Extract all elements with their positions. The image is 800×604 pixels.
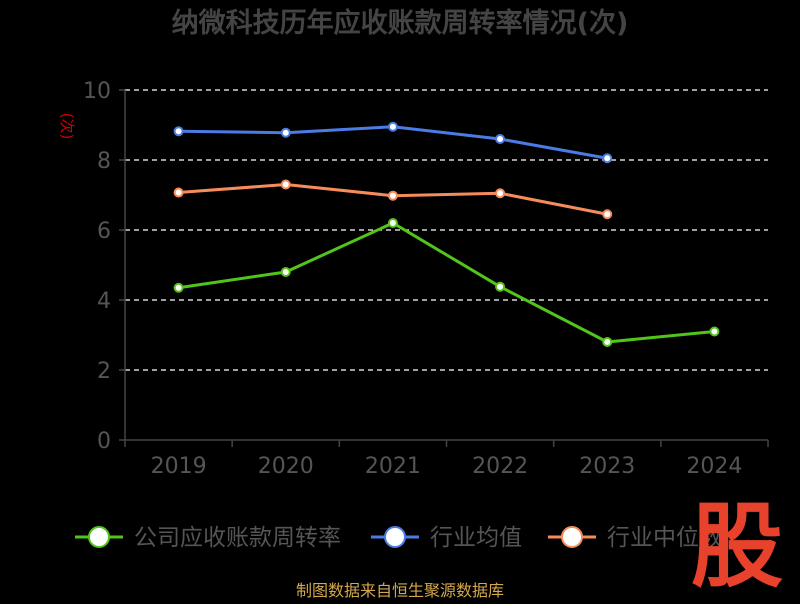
data-point — [602, 337, 613, 347]
data-source-note: 制图数据来自恒生聚源数据库 — [296, 581, 504, 600]
chart-title: 纳微科技历年应收账款周转率情况(次) — [172, 7, 629, 39]
data-point — [602, 209, 613, 220]
y-axis-label: (次) — [58, 113, 76, 140]
data-point — [495, 134, 506, 144]
x-tick-label: 2021 — [365, 454, 421, 479]
data-point — [387, 218, 398, 228]
data-point — [495, 281, 506, 292]
data-point — [602, 153, 613, 164]
y-tick-label: 6 — [97, 219, 111, 244]
x-tick-label: 2024 — [686, 454, 742, 479]
y-tick-label: 10 — [83, 79, 111, 104]
legend-swatch-marker — [384, 526, 406, 548]
y-tick-label: 2 — [97, 359, 111, 384]
data-point — [280, 267, 291, 277]
data-point — [280, 127, 291, 138]
legend-swatch-marker — [561, 526, 583, 548]
legend-label: 行业中位数 — [607, 525, 722, 551]
legend-label: 行业均值 — [430, 525, 522, 551]
data-point — [280, 179, 291, 190]
brand-watermark: 股 — [691, 493, 783, 600]
legend: 公司应收账款周转率 行业均值 行业中位数 — [75, 525, 722, 551]
data-point — [495, 188, 506, 199]
gridlines — [125, 89, 768, 371]
axes: 0 2 4 6 8 10 2019 2020 2021 2022 2023 2024 — [83, 79, 769, 479]
y-tick-label: 4 — [97, 289, 111, 314]
data-point — [173, 282, 184, 293]
y-tick-label: 8 — [97, 149, 111, 174]
y-tick-label: 0 — [97, 429, 111, 454]
data-point — [173, 187, 184, 198]
legend-label: 公司应收账款周转率 — [134, 525, 341, 551]
data-point — [387, 190, 398, 201]
data-point — [709, 326, 720, 337]
data-point — [387, 121, 398, 132]
x-tick-label: 2022 — [472, 454, 528, 479]
x-tick-label: 2023 — [579, 454, 635, 479]
x-tick-label: 2019 — [151, 454, 207, 479]
data-point — [173, 126, 184, 137]
x-tick-label: 2020 — [258, 454, 314, 479]
series-line — [177, 221, 716, 344]
series-lines — [173, 121, 720, 347]
legend-swatch-marker — [88, 526, 110, 548]
